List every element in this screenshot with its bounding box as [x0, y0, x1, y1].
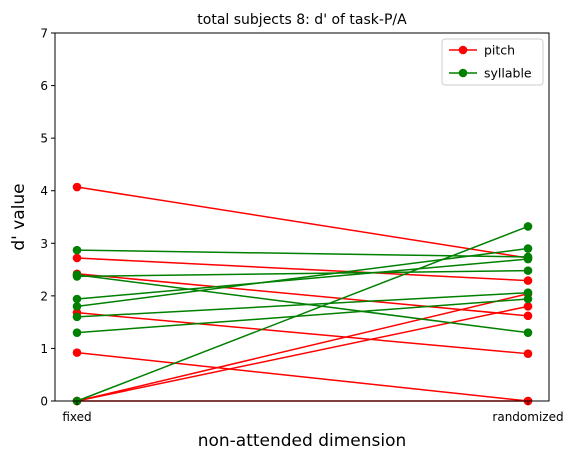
series-pitch-4 [72, 348, 533, 406]
series-line [76, 225, 529, 402]
data-layer [72, 182, 533, 406]
data-point [72, 272, 82, 281]
legend-marker [458, 45, 468, 55]
data-point [72, 253, 82, 263]
series-line [76, 269, 529, 278]
legend-label: syllable [484, 66, 532, 81]
data-point [523, 222, 533, 231]
axes-layer: 0 1 2 3 4 5 6 7 fixed randomized [40, 27, 563, 425]
y-tick-label: 4 [40, 184, 48, 198]
y-tick-label: 0 [40, 395, 48, 409]
data-point [523, 244, 533, 253]
legend-entry-syllable: syllable [449, 66, 532, 81]
series-pitch-1 [72, 253, 533, 285]
data-point [72, 328, 82, 337]
series-line [76, 351, 529, 402]
series-line [76, 311, 529, 355]
x-tick-label: randomized [492, 410, 563, 424]
data-point [72, 294, 82, 304]
data-point [72, 312, 82, 322]
x-axis-label: non-attended dimension [198, 431, 407, 451]
series-line [76, 291, 529, 318]
series-line [76, 274, 529, 334]
series-syllable-14 [72, 294, 533, 337]
series-line [76, 298, 529, 334]
plot-frame [54, 32, 550, 402]
series-line [76, 249, 529, 258]
x-tick-label: fixed [62, 410, 91, 424]
series-pitch-6 [72, 302, 533, 406]
data-point [523, 349, 533, 358]
series-syllable-12 [72, 244, 533, 311]
data-point [523, 254, 533, 264]
data-point [523, 266, 533, 275]
data-point [523, 276, 533, 285]
data-point [72, 302, 82, 311]
series-syllable-13 [72, 288, 533, 322]
series-line [76, 258, 529, 300]
y-tick-label: 6 [40, 79, 48, 93]
series-syllable-11 [72, 254, 533, 304]
series-line [76, 257, 529, 282]
legend-entry-pitch: pitch [449, 43, 515, 58]
y-tick-label: 7 [40, 27, 48, 41]
legend-marker [458, 68, 468, 78]
y-tick-label: 1 [40, 342, 48, 356]
data-point [72, 245, 82, 255]
y-axis-label: d' value [9, 183, 29, 250]
series-syllable-10 [72, 266, 533, 281]
data-point [523, 288, 533, 298]
series-line [76, 247, 529, 308]
data-point [523, 328, 533, 337]
series-line [76, 305, 529, 402]
y-tick-label: 5 [40, 132, 48, 146]
chart-title: total subjects 8: d' of task-P/A [197, 12, 407, 28]
y-tick-label: 3 [40, 237, 48, 251]
series-line [76, 293, 529, 402]
data-point [523, 311, 533, 321]
legend: pitch syllable [441, 38, 544, 86]
series-line [76, 186, 529, 259]
y-tick-label: 2 [40, 289, 48, 303]
data-point [523, 302, 533, 311]
legend-label: pitch [484, 43, 515, 58]
series-line [76, 273, 529, 317]
data-point [72, 348, 82, 357]
data-point [72, 182, 82, 192]
data-point [523, 294, 533, 304]
